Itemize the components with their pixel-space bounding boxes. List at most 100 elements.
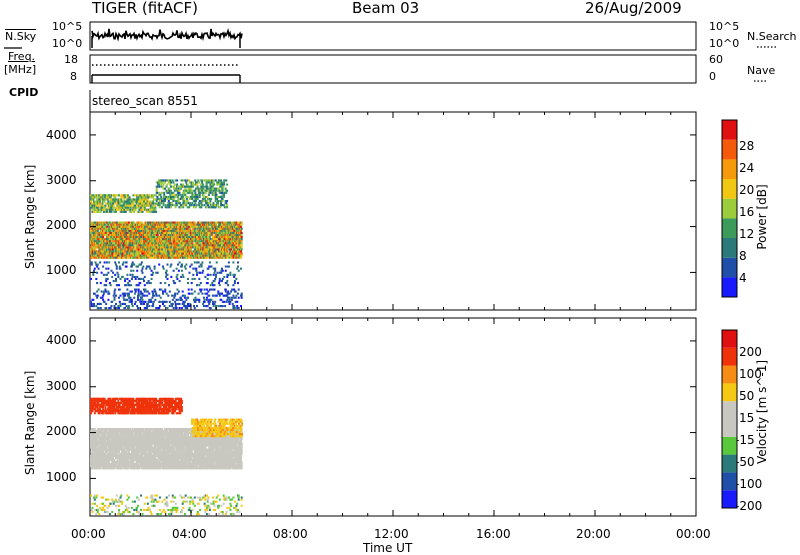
power-cell: [114, 299, 116, 301]
power-cell: [170, 266, 172, 268]
power-cell: [206, 200, 208, 202]
power-cell: [160, 202, 162, 204]
power-cell: [176, 179, 178, 181]
power-cell: [198, 301, 200, 303]
power-cell: [194, 192, 196, 194]
power-cell: [152, 293, 154, 295]
power-cell: [174, 295, 176, 297]
power-cell: [169, 305, 171, 307]
power-cell: [203, 242, 205, 244]
power-cell: [226, 280, 228, 282]
power-cell: [156, 200, 158, 202]
power-cell: [228, 266, 230, 268]
power-cell: [136, 207, 138, 209]
power-cell: [215, 179, 217, 181]
power-cell: [141, 222, 143, 224]
power-cell: [114, 289, 116, 291]
power-cell: [181, 266, 183, 268]
power-cell: [241, 295, 243, 297]
power-cell: [133, 211, 135, 213]
power-cell: [195, 200, 197, 202]
power-cell: [96, 266, 98, 268]
power-cell: [212, 192, 214, 194]
power-cell: [229, 293, 231, 295]
power-cell: [240, 230, 242, 232]
power-cell: [144, 276, 146, 278]
power-cell: [99, 261, 101, 263]
power-cell: [232, 261, 234, 263]
power-cell: [120, 203, 122, 205]
power-cell: [210, 190, 212, 192]
power-cell: [136, 276, 138, 278]
power-cell: [160, 198, 162, 200]
power-cell: [107, 278, 109, 280]
power-cell: [107, 226, 109, 228]
power-cell: [173, 198, 175, 200]
power-cell: [184, 192, 186, 194]
power-cell: [141, 270, 143, 272]
power-cell: [123, 297, 125, 299]
power-cell: [222, 188, 224, 190]
power-cell: [198, 299, 200, 301]
power-cell: [151, 297, 153, 299]
power-cell: [211, 282, 213, 284]
power-cell: [215, 206, 217, 208]
power-cell: [192, 278, 194, 280]
power-cell: [175, 194, 177, 196]
power-cell: [184, 188, 186, 190]
power-cell: [141, 303, 143, 305]
power-cell: [113, 280, 115, 282]
power-cell: [156, 188, 158, 190]
power-cell: [139, 253, 141, 255]
power-cell: [168, 232, 170, 234]
power-cell: [133, 264, 135, 266]
power-cell: [189, 272, 191, 274]
power-cell: [126, 299, 128, 301]
power-cell: [176, 276, 178, 278]
power-cell: [194, 222, 196, 224]
power-cell: [114, 305, 116, 307]
power-cell: [180, 206, 182, 208]
power-cell: [181, 194, 183, 196]
power-cell: [223, 276, 225, 278]
power-cell: [169, 184, 171, 186]
power-cell: [238, 270, 240, 272]
power-cell: [114, 261, 116, 263]
power-cell: [122, 276, 124, 278]
power-cell: [130, 205, 132, 207]
power-cell: [193, 305, 195, 307]
power-cell: [164, 289, 166, 291]
power-cell: [118, 284, 120, 286]
power-cell: [221, 181, 223, 183]
power-cell: [181, 307, 183, 309]
power-cell: [205, 192, 207, 194]
power-cell: [138, 307, 140, 309]
power-cell: [170, 206, 172, 208]
power-cell: [222, 192, 224, 194]
power-cell: [132, 270, 134, 272]
power-cell: [231, 299, 233, 301]
power-cell: [203, 194, 205, 196]
power-cell: [100, 307, 102, 309]
power-cell: [214, 301, 216, 303]
power-cell: [91, 264, 93, 266]
power-cell: [200, 206, 202, 208]
power-cell: [225, 179, 227, 181]
power-cell: [143, 280, 145, 282]
power-cell: [104, 207, 106, 209]
power-cell: [189, 202, 191, 204]
power-cell: [226, 250, 228, 252]
power-cell: [101, 291, 103, 293]
power-cell: [217, 272, 219, 274]
power-cell: [186, 198, 188, 200]
power-cell: [132, 203, 134, 205]
power-cell: [115, 211, 117, 213]
power-cell: [154, 207, 156, 209]
power-cell: [226, 301, 228, 303]
power-cell: [145, 301, 147, 303]
power-cell: [177, 196, 179, 198]
power-cell: [101, 196, 103, 198]
power-cell: [163, 204, 165, 206]
power-cell: [165, 272, 167, 274]
power-cell: [175, 305, 177, 307]
